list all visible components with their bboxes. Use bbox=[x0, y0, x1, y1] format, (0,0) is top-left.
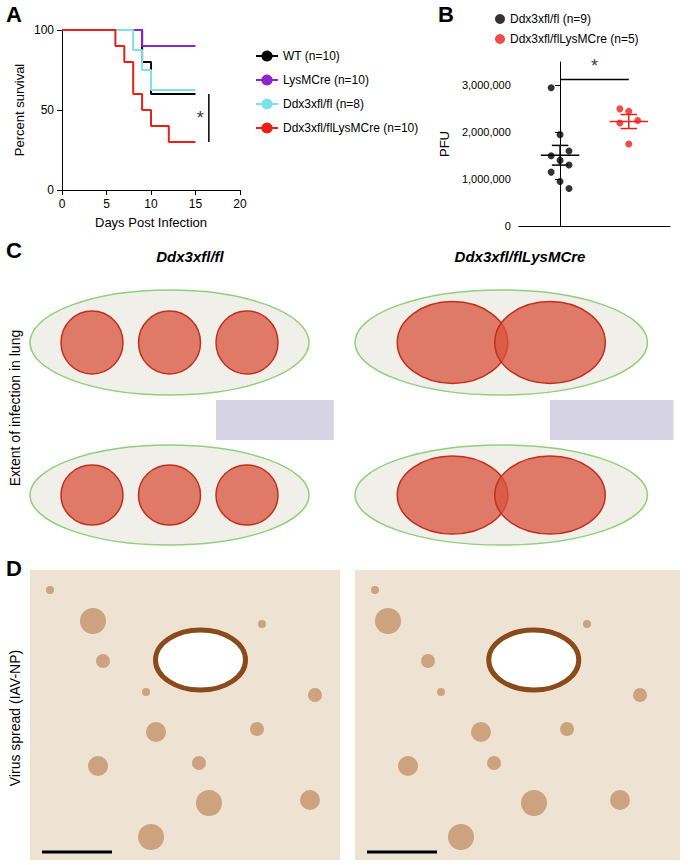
html-text:Extent of infection in lung: Extent of infection in lung bbox=[7, 329, 23, 487]
html-text:A: A bbox=[6, 2, 22, 27]
svg-text:Percent survival: Percent survival bbox=[12, 64, 27, 157]
svg-text:Ddx3xfl/flLysMCre (n=10): Ddx3xfl/flLysMCre (n=10) bbox=[283, 121, 418, 135]
html-text:C: C bbox=[6, 238, 22, 263]
svg-text:15: 15 bbox=[189, 197, 203, 211]
svg-text:3,000,000: 3,000,000 bbox=[462, 79, 511, 91]
svg-text:LysMCre (n=10): LysMCre (n=10) bbox=[283, 73, 369, 87]
svg-text:10: 10 bbox=[144, 197, 158, 211]
svg-text:0: 0 bbox=[47, 183, 54, 197]
svg-text:0: 0 bbox=[505, 220, 511, 232]
svg-text:Days Post Infection: Days Post Infection bbox=[95, 215, 207, 230]
html-text:Ddx3xfl/fl: Ddx3xfl/fl bbox=[156, 248, 224, 265]
svg-text:20: 20 bbox=[233, 197, 247, 211]
svg-text:Ddx3xfl/fl (n=9): Ddx3xfl/fl (n=9) bbox=[510, 12, 591, 26]
svg-text:0: 0 bbox=[59, 197, 66, 211]
svg-text:1,000,000: 1,000,000 bbox=[462, 173, 511, 185]
svg-text:5: 5 bbox=[103, 197, 110, 211]
html-text:Ddx3xfl/flLysMCre: Ddx3xfl/flLysMCre bbox=[454, 248, 586, 265]
svg-text:2,000,000: 2,000,000 bbox=[462, 126, 511, 138]
svg-text:Ddx3xfl/fl (n=8): Ddx3xfl/fl (n=8) bbox=[283, 97, 364, 111]
svg-text:Ddx3xfl/flLysMCre (n=5): Ddx3xfl/flLysMCre (n=5) bbox=[510, 32, 639, 46]
svg-text:*: * bbox=[591, 56, 598, 76]
svg-text:PFU: PFU bbox=[437, 131, 452, 157]
svg-text:*: * bbox=[197, 108, 204, 128]
svg-text:WT (n=10): WT (n=10) bbox=[283, 49, 340, 63]
html-text:D: D bbox=[6, 556, 22, 581]
html-text:Virus spread (IAV-NP): Virus spread (IAV-NP) bbox=[7, 649, 23, 787]
svg-text:100: 100 bbox=[34, 23, 54, 37]
svg-text:50: 50 bbox=[41, 103, 55, 117]
html-text:B: B bbox=[438, 2, 454, 27]
